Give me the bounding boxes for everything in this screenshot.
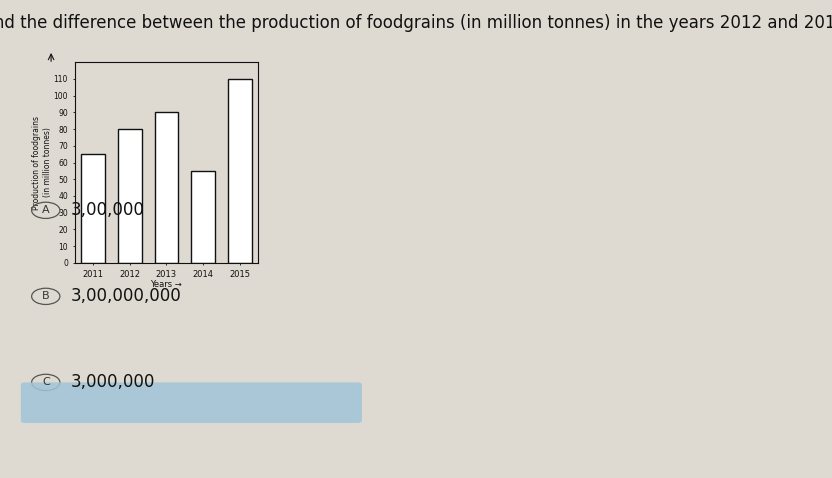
Text: B: B [42,292,50,301]
Text: Find the difference between the production of foodgrains (in million tonnes) in : Find the difference between the producti… [0,14,832,33]
Bar [191,171,215,263]
Bar [118,129,141,263]
Text: 3,000,000: 3,000,000 [71,373,155,391]
Text: A: A [42,206,50,215]
Text: C: C [42,378,50,387]
Y-axis label: Production of foodgrains
(in million tonnes): Production of foodgrains (in million ton… [32,116,52,209]
Text: 3,00,000,000: 3,00,000,000 [71,287,181,305]
Bar [228,79,251,263]
Bar [155,112,178,263]
Text: 3,00,000: 3,00,000 [71,201,145,219]
Bar [82,154,105,263]
X-axis label: Years →: Years → [151,280,182,289]
